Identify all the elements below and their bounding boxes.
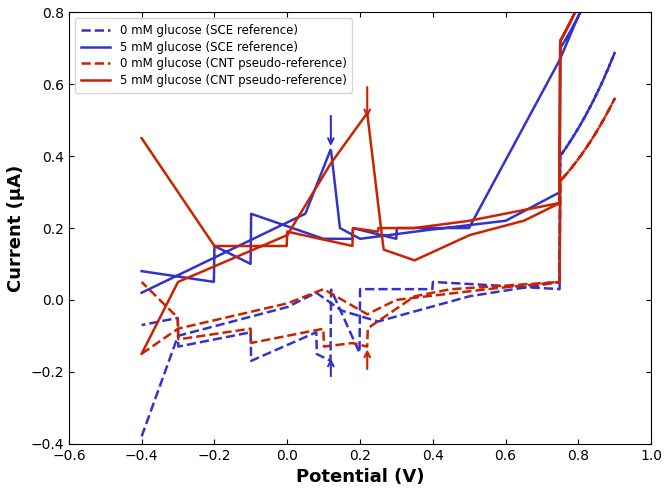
Y-axis label: Current (μA): Current (μA) <box>7 165 25 292</box>
X-axis label: Potential (V): Potential (V) <box>296 468 424 486</box>
Legend: 0 mM glucose (SCE reference), 5 mM glucose (SCE reference), 0 mM glucose (CNT ps: 0 mM glucose (SCE reference), 5 mM gluco… <box>75 18 353 93</box>
